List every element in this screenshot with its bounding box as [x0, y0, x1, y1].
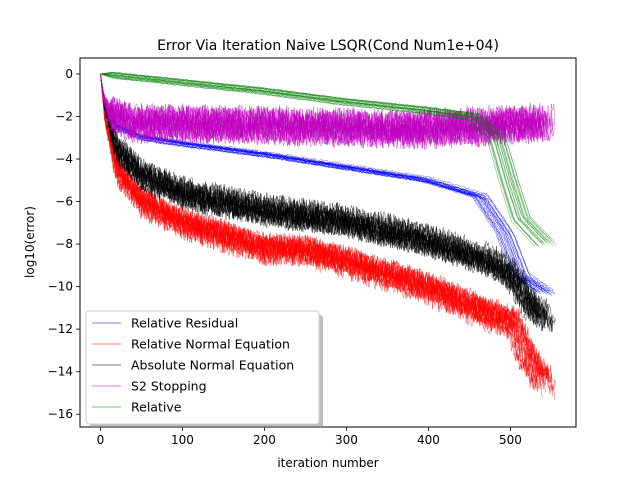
x-tick-label: 100: [171, 433, 194, 447]
x-tick-label: 400: [417, 433, 440, 447]
series-line: [100, 73, 540, 248]
series-layer: [100, 71, 556, 400]
series-line: [100, 73, 556, 391]
legend-label: Relative Normal Equation: [131, 337, 290, 352]
y-tick-label: −14: [48, 365, 73, 379]
series-line: [100, 73, 555, 400]
series-line: [100, 73, 554, 247]
series-line: [100, 73, 553, 328]
y-tick-label: −10: [48, 280, 73, 294]
series-line: [100, 73, 554, 291]
y-tick-label: −6: [55, 195, 73, 209]
y-axis-label: log10(error): [23, 206, 37, 278]
chart-title: Error Via Iteration Naive LSQR(Cond Num1…: [157, 38, 499, 54]
series-line: [100, 73, 539, 247]
legend: Relative Residual Relative Normal Equatio…: [85, 310, 323, 428]
series-line: [100, 73, 555, 293]
x-axis-label: iteration number: [277, 456, 378, 470]
series-line: [100, 73, 538, 246]
plot-frame: [79, 57, 577, 428]
series-line: [100, 72, 552, 243]
x-tick-label: 200: [253, 433, 276, 447]
series-line: [100, 72, 555, 242]
series-line: [100, 73, 556, 328]
legend-entries: Relative Residual Relative Normal Equatio…: [92, 316, 294, 415]
series-relative: [100, 71, 556, 248]
series-line: [100, 73, 555, 333]
x-tick-label: 500: [499, 433, 522, 447]
series-line: [100, 73, 553, 381]
series-line: [100, 73, 556, 295]
series-line: [100, 73, 554, 389]
series-line: [100, 73, 552, 321]
series-line: [100, 73, 556, 245]
y-tick-label: −4: [55, 152, 73, 166]
series-line: [100, 73, 551, 293]
series-line: [100, 73, 554, 138]
y-tick-label: −12: [48, 322, 73, 336]
y-tick-label: −8: [55, 237, 73, 251]
x-tick-label: 300: [335, 433, 358, 447]
series-line: [100, 73, 555, 146]
x-tick-label: 0: [97, 433, 105, 447]
y-tick-label: −16: [48, 407, 73, 421]
legend-label: S2 Stopping: [131, 379, 207, 394]
series-relative-residual: [100, 73, 556, 296]
legend-label: Relative: [131, 400, 182, 415]
legend-label: Relative Residual: [131, 316, 238, 331]
legend-label: Absolute Normal Equation: [131, 358, 294, 373]
x-axis-ticks: 0 100 200 300 400 500: [97, 427, 522, 447]
y-tick-label: 0: [65, 67, 73, 81]
y-axis-ticks: 0 −2 −4 −6 −8 −10 −12 −14 −16: [48, 67, 80, 421]
y-tick-label: −2: [55, 109, 73, 123]
series-absolute-normal-equation: [100, 73, 556, 333]
legend-box: [85, 310, 320, 425]
series-relative-normal-equation: [100, 73, 556, 400]
